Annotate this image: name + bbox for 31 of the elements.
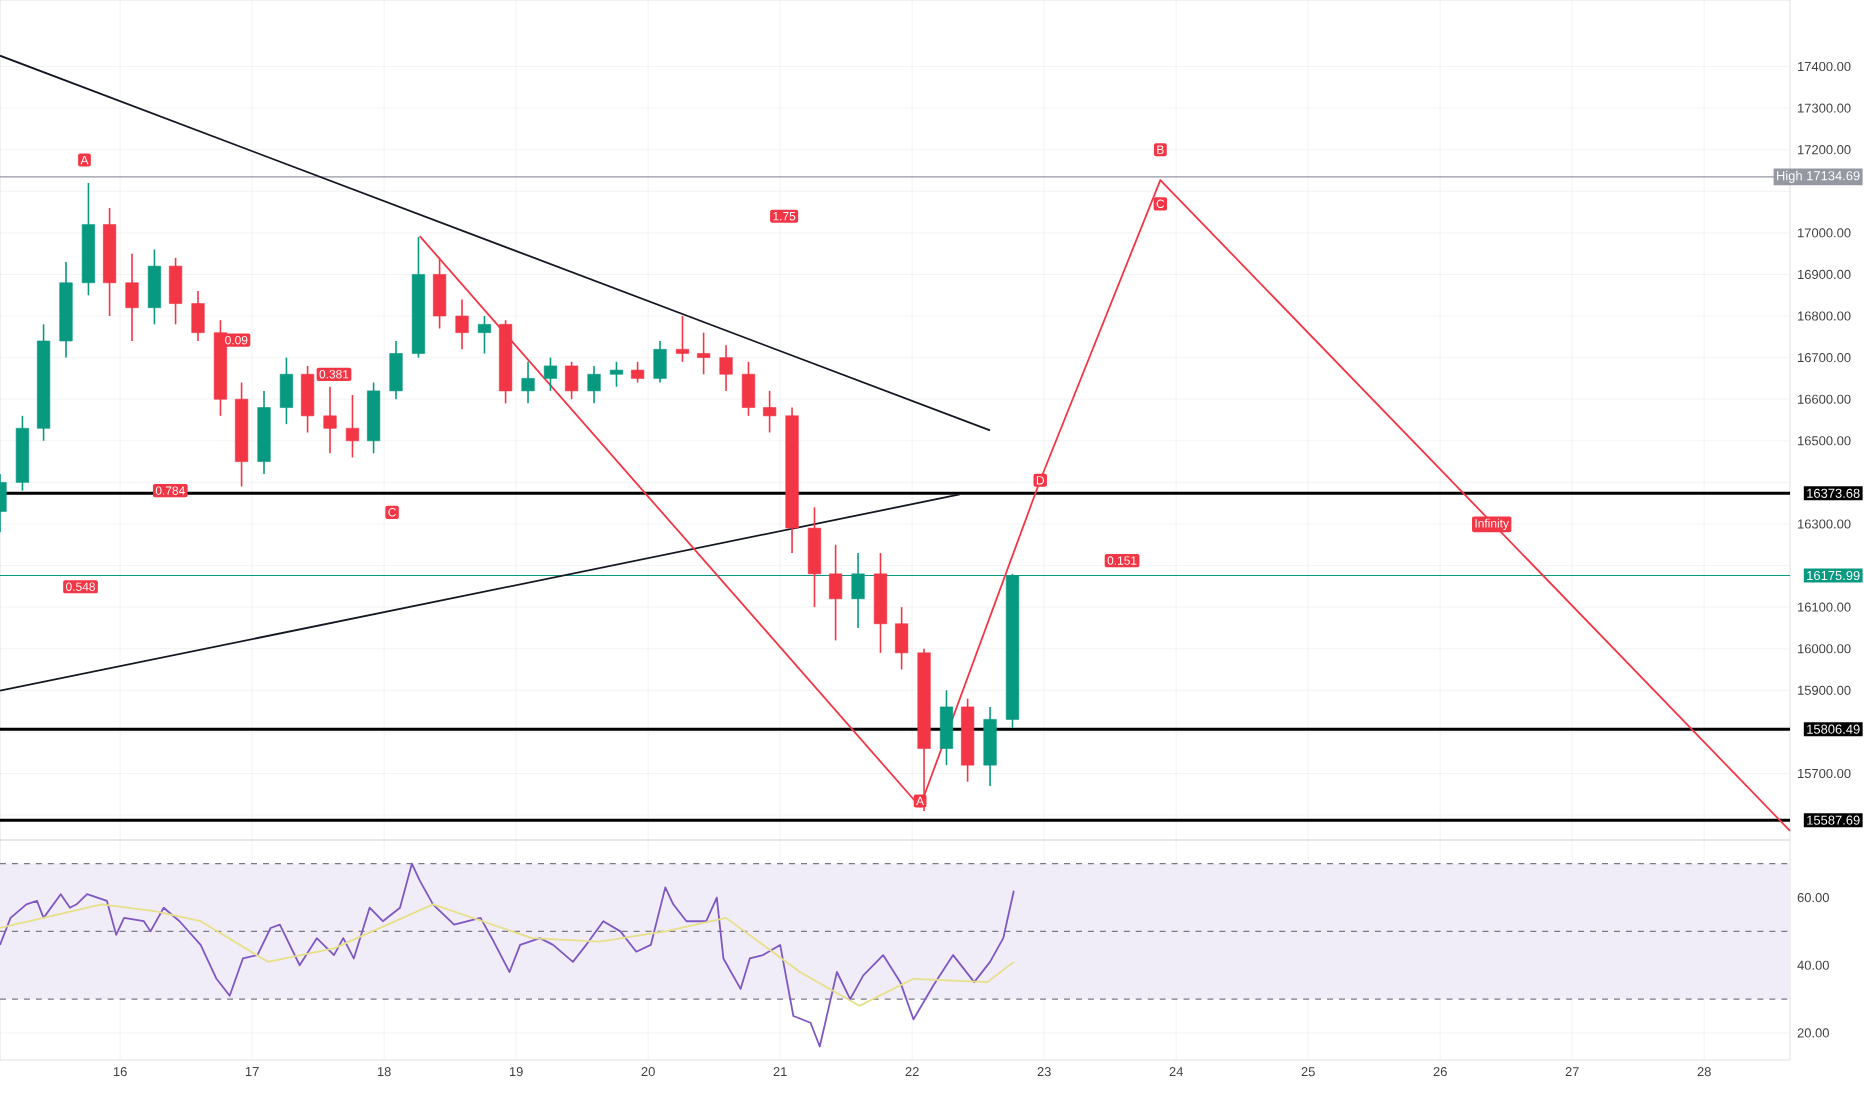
- candlestick: [807, 506, 822, 608]
- candlestick: [147, 248, 162, 326]
- candlestick: [609, 360, 624, 388]
- candlestick: [323, 385, 337, 455]
- candlestick: [939, 689, 954, 766]
- candlestick: [895, 606, 909, 671]
- candlestick: [631, 360, 645, 384]
- candlestick: [719, 344, 733, 392]
- candlestick: [389, 340, 403, 400]
- candlestick: [345, 394, 360, 459]
- candlestick: [697, 331, 711, 376]
- candlestick: [433, 257, 447, 330]
- candlestick: [653, 340, 667, 384]
- candlestick: [741, 360, 756, 417]
- candlestick: [543, 356, 558, 392]
- line-series: [0, 862, 1015, 1048]
- candlestick: [675, 315, 690, 363]
- candlestick: [983, 706, 997, 787]
- candlestick: [763, 390, 777, 434]
- line-series: [0, 903, 1015, 1007]
- candlestick: [455, 298, 469, 351]
- candlestick: [477, 315, 492, 355]
- candlestick: [521, 360, 535, 405]
- line-series: [418, 179, 1791, 832]
- candlestick: [565, 360, 579, 400]
- candlestick: [829, 543, 843, 642]
- candlestick: [168, 257, 183, 326]
- candlestick: [191, 290, 205, 342]
- candlestick: [125, 252, 139, 342]
- candlestick: [279, 356, 294, 425]
- candlestick: [587, 365, 601, 405]
